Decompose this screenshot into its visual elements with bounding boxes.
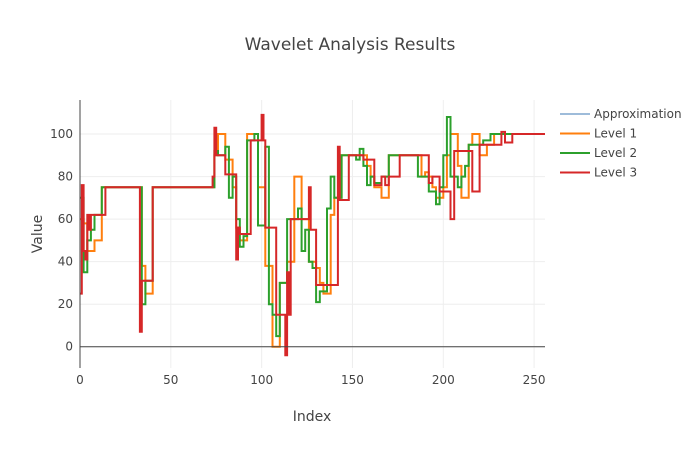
plot-area (80, 113, 545, 357)
y-axis-title: Value (30, 215, 46, 253)
y-tick-label: 100 (50, 127, 73, 141)
x-tick-label: 100 (250, 373, 273, 387)
legend-label: Approximation (594, 107, 682, 121)
chart-title: Wavelet Analysis Results (245, 35, 456, 55)
x-axis-title: Index (293, 409, 332, 425)
y-tick-label: 0 (65, 340, 73, 354)
legend-label: Level 2 (594, 146, 637, 160)
x-tick-label: 200 (432, 373, 455, 387)
x-axis-ticks: 0 50 100 150 200 250 (76, 373, 545, 387)
y-tick-label: 40 (58, 255, 73, 269)
legend-item[interactable]: Approximation (560, 107, 682, 121)
y-axis-ticks: 0 20 40 60 80 100 (50, 127, 73, 354)
legend-item[interactable]: Level 1 (560, 127, 637, 141)
legend-item[interactable]: Level 3 (560, 166, 637, 180)
x-tick-label: 150 (341, 373, 364, 387)
x-tick-label: 50 (163, 373, 178, 387)
x-tick-label: 0 (76, 373, 84, 387)
legend[interactable]: Approximation Level 1 Level 2 Level 3 (560, 107, 682, 180)
y-tick-label: 20 (58, 297, 73, 311)
y-tick-label: 60 (58, 212, 73, 226)
x-tick-label: 250 (523, 373, 546, 387)
legend-label: Level 3 (594, 166, 637, 180)
legend-item[interactable]: Level 2 (560, 146, 637, 160)
y-tick-label: 80 (58, 170, 73, 184)
series-line-3 (80, 113, 545, 357)
legend-label: Level 1 (594, 127, 637, 141)
